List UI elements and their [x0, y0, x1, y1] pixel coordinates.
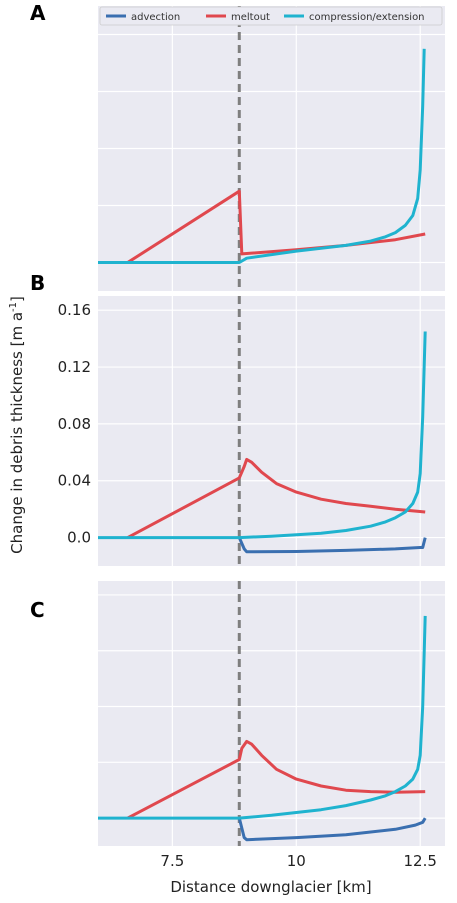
panel-b-series-compression-extension [98, 331, 427, 540]
panel-b-y-tick-label-3: 0.12 [58, 358, 91, 376]
panel-b-y-tick-label-1: 0.04 [58, 472, 91, 490]
panel-a: A [30, 1, 445, 291]
panel-c-x-tick-label-0: 7.5 [160, 852, 184, 870]
panel-b: 0.0 0.04 0.08 0.12 0.16 B [30, 271, 445, 566]
panel-a-letter: A [30, 1, 46, 25]
y-axis-label-superscript: -1 [8, 302, 19, 312]
panel-c-series-compression-extension [98, 615, 427, 820]
panel-a-series-compression-extension [98, 48, 426, 264]
panel-a-series [98, 48, 426, 264]
panel-b-series-meltout [126, 457, 426, 539]
panel-b-y-tick-label-2: 0.08 [58, 415, 91, 433]
x-axis-label: Distance downglacier [km] [170, 878, 371, 896]
legend: advection meltout compression/extension [99, 6, 443, 26]
panel-c: 7.5 10 12.5 C [30, 581, 445, 870]
panel-c-letter: C [30, 598, 45, 622]
panel-b-y-tick-labels: 0.0 0.04 0.08 0.12 0.16 [58, 301, 91, 546]
panel-c-series [98, 615, 427, 842]
y-axis-label: Change in debris thickness [m a-1] [8, 296, 26, 554]
panel-c-x-tick-label-2: 12.5 [404, 852, 437, 870]
panel-c-x-tick-labels: 7.5 10 12.5 [160, 852, 436, 870]
panel-b-y-tick-label-4: 0.16 [58, 301, 91, 319]
panel-b-y-tick-label-0: 0.0 [67, 529, 91, 547]
legend-label-advection: advection [131, 12, 180, 23]
panel-c-x-tick-label-1: 10 [287, 852, 306, 870]
panel-c-series-meltout [127, 739, 426, 820]
legend-label-meltout: meltout [231, 12, 270, 23]
panel-c-grid [98, 581, 445, 846]
legend-label-compression-extension: compression/extension [309, 12, 425, 23]
panel-b-letter: B [30, 271, 45, 295]
panel-b-series-advection [237, 537, 427, 554]
legend-box [99, 6, 443, 26]
panel-b-series [98, 331, 427, 554]
panel-c-series-advection [237, 817, 427, 842]
